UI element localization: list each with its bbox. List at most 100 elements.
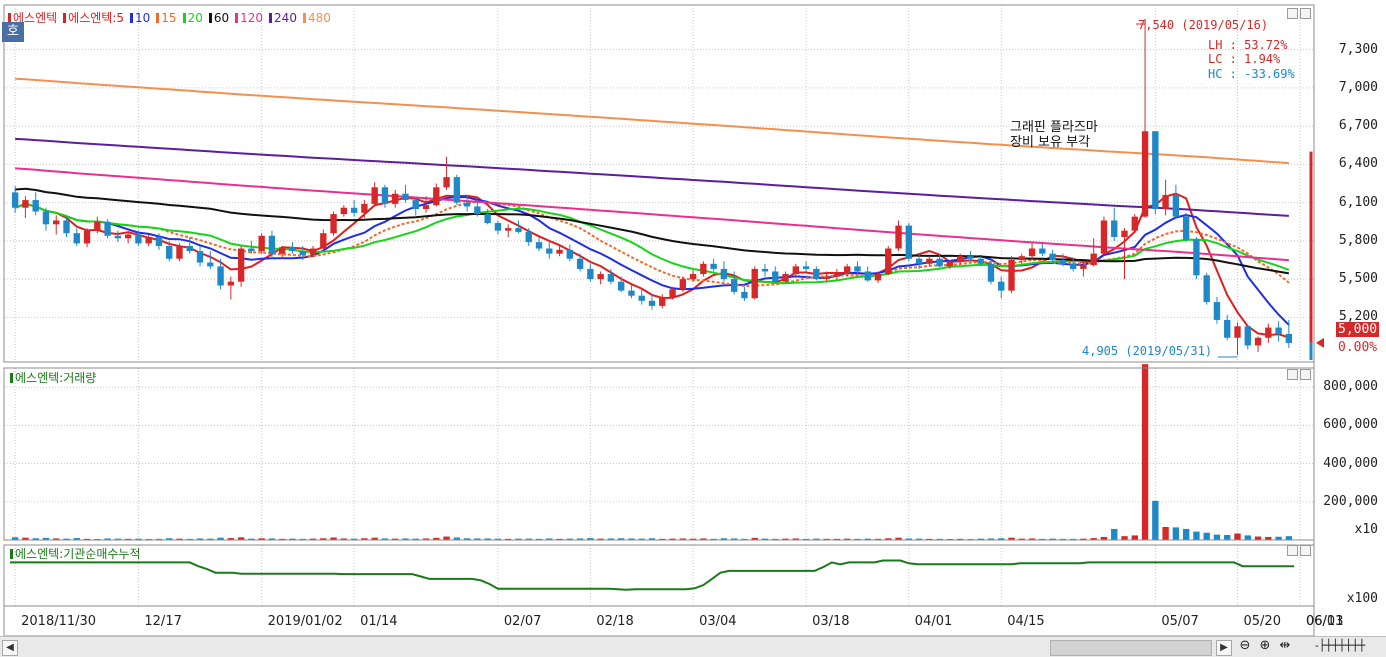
- candle-body: [895, 225, 902, 249]
- candle-body: [176, 245, 183, 259]
- volume-bar: [83, 538, 91, 540]
- candle-body: [145, 237, 152, 244]
- legend-swatch: [302, 12, 306, 23]
- candle-body: [196, 251, 204, 263]
- slider-icon[interactable]: -├┼┼┼┼┼┼: [1314, 639, 1366, 652]
- volume-bar: [1090, 538, 1097, 540]
- candle-body: [946, 261, 954, 267]
- volume-bar: [802, 538, 810, 540]
- candle-body: [1049, 253, 1056, 260]
- candle-body: [956, 256, 964, 262]
- candle-body: [546, 248, 553, 254]
- candle-body: [114, 235, 122, 239]
- hc-ratio: HC : -33.69%: [1208, 67, 1295, 81]
- y-tick-label: 400,000: [1323, 455, 1378, 471]
- candle-body: [83, 230, 91, 244]
- y-tick-label: 600,000: [1323, 417, 1378, 433]
- volume-bar: [371, 537, 378, 540]
- scroll-thumb[interactable]: [1050, 640, 1212, 656]
- candle-body: [217, 266, 224, 286]
- status-tag[interactable]: 호: [2, 22, 24, 42]
- minimize-icon[interactable]: [1287, 369, 1298, 380]
- volume-bar: [186, 538, 193, 540]
- candle-body: [525, 231, 532, 243]
- volume-panel-controls[interactable]: [1287, 369, 1311, 380]
- scroll-left-icon[interactable]: ◀: [2, 640, 18, 656]
- volume-bar: [248, 538, 255, 540]
- minimize-icon[interactable]: [1287, 8, 1298, 19]
- price-panel-controls[interactable]: [1287, 8, 1311, 19]
- volume-bar: [576, 538, 584, 540]
- volume-bar: [381, 538, 389, 540]
- volume-bar: [350, 538, 358, 540]
- y-tick-label: 6,100: [1338, 194, 1378, 210]
- candle-body: [885, 248, 892, 275]
- candle-body: [772, 271, 779, 282]
- candle-body: [1111, 220, 1118, 238]
- volume-bar: [741, 538, 748, 540]
- volume-bar: [700, 538, 707, 540]
- x-tick-label: 2018/11/30: [21, 614, 97, 629]
- candle-body: [32, 200, 39, 212]
- candle-body: [874, 274, 882, 281]
- fit-icon[interactable]: ⇹: [1279, 638, 1291, 653]
- maximize-icon[interactable]: [1300, 369, 1311, 380]
- volume-bar: [1224, 535, 1231, 540]
- volume-bar: [176, 538, 183, 540]
- horizontal-scrollbar[interactable]: ◀ ▶: [0, 636, 1386, 657]
- volume-bar: [422, 538, 430, 540]
- volume-bar: [843, 538, 851, 540]
- candle-body: [474, 206, 481, 215]
- candle-body: [679, 279, 687, 290]
- candle-body: [1069, 263, 1077, 269]
- legend-swatch: [156, 12, 160, 23]
- volume-bar: [987, 538, 995, 540]
- volume-bar: [11, 537, 19, 540]
- volume-bar: [124, 538, 132, 540]
- volume-bar: [104, 538, 111, 540]
- volume-bar: [730, 538, 738, 540]
- zoom-out-icon[interactable]: ⊖: [1239, 638, 1251, 653]
- candle-body: [412, 200, 419, 209]
- panel-border: [3, 4, 1315, 363]
- volume-bar: [638, 538, 645, 540]
- maximize-icon[interactable]: [1300, 8, 1311, 19]
- volume-bar: [1182, 528, 1190, 540]
- volume-bar: [207, 538, 214, 540]
- volume-bar: [1111, 528, 1118, 540]
- candle-body: [669, 289, 676, 297]
- volume-bar: [279, 538, 286, 540]
- volume-bar: [689, 538, 697, 540]
- volume-bar: [751, 537, 758, 540]
- news-annotation: 그래핀 플라즈마 장비 보유 부각: [1010, 120, 1098, 150]
- candle-body: [1141, 131, 1149, 217]
- legend-label: 에스엔텍:5: [68, 11, 125, 25]
- candle-body: [998, 281, 1005, 291]
- candle-body: [227, 281, 235, 286]
- volume-bar: [1203, 532, 1210, 540]
- ma-line-120: [15, 167, 1289, 262]
- volume-bar: [648, 538, 656, 540]
- legend-swatch: [8, 12, 11, 23]
- volume-bar: [998, 538, 1005, 540]
- candle-body: [463, 202, 471, 207]
- y-tick-label: 5,200: [1338, 309, 1378, 325]
- volume-bar: [443, 536, 450, 540]
- candle-body: [854, 266, 861, 272]
- candle-body: [320, 233, 327, 249]
- volume-bar: [53, 538, 60, 540]
- volume-bar: [597, 538, 604, 540]
- maximize-icon[interactable]: [1300, 545, 1311, 556]
- minimize-icon[interactable]: [1287, 545, 1298, 556]
- volume-bar: [402, 538, 409, 540]
- volume-bar: [1141, 364, 1149, 540]
- volume-bar: [1172, 527, 1180, 540]
- inst-panel-controls[interactable]: [1287, 545, 1311, 556]
- inst-legend: 에스엔텍:기관순매수누적: [6, 545, 142, 562]
- candle-body: [237, 248, 245, 282]
- volume-unit: x10: [1354, 522, 1378, 537]
- scroll-right-icon[interactable]: ▶: [1216, 640, 1232, 656]
- legend-swatch: [235, 12, 239, 23]
- volume-bar: [628, 538, 635, 540]
- zoom-in-icon[interactable]: ⊕: [1259, 638, 1271, 653]
